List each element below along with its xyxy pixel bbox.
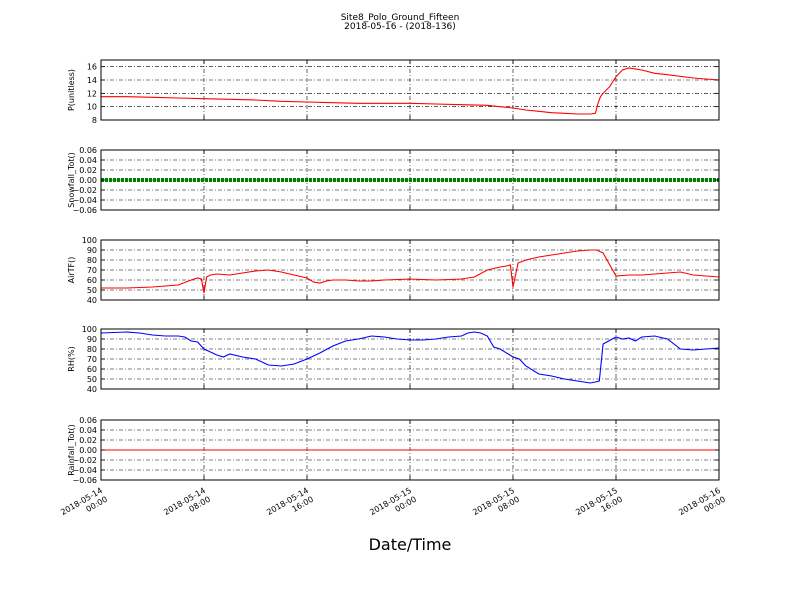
- panel-5-ylabel: Rainfall_Tot(): [67, 424, 76, 476]
- x-tick-label-2: 2018-05-1416:00: [265, 486, 315, 526]
- panel-5-ytick-label-5: 0.04: [79, 426, 97, 435]
- panel-1-ytick-label-0: 8: [92, 116, 97, 125]
- panel-2-ytick-label-1: −0.04: [72, 196, 97, 205]
- panel-3-ytick-label-6: 100: [82, 236, 97, 245]
- panel-2-ytick-label-2: −0.02: [72, 186, 97, 195]
- panel-4-ytick-label-0: 40: [87, 385, 97, 394]
- panel-5-ytick-label-6: 0.06: [79, 416, 97, 425]
- panel-1: 8 10 12 14 16 P(unitless): [67, 59, 720, 125]
- chart-subtitle: 2018-05-16 - (2018-136): [344, 22, 456, 32]
- panel-4-ytick-label-6: 100: [82, 325, 97, 334]
- panel-4-ytick-label-1: 50: [87, 375, 97, 384]
- panel-4-ytick-label-2: 60: [87, 365, 97, 374]
- panel-5-ytick-label-3: 0.00: [79, 446, 97, 455]
- panel-3-ytick-label-1: 50: [87, 286, 97, 295]
- x-tick-label-3: 2018-05-1500:00: [368, 486, 418, 526]
- panel-2-ylabel: Snowfall_Tot(): [67, 152, 76, 208]
- panel-1-ylabel: P(unitless): [67, 69, 76, 111]
- panel-4-series: [100, 331, 720, 384]
- x-tick-label-5: 2018-05-1516:00: [574, 486, 624, 526]
- panel-1-ytick-label-2: 12: [87, 89, 97, 98]
- panel-2-ytick-label-4: 0.02: [79, 166, 97, 175]
- panel-3-ytick-label-5: 90: [87, 246, 97, 255]
- panel-1-ytick-label-1: 10: [87, 103, 97, 112]
- panel-5-ytick-label-0: −0.06: [72, 476, 97, 485]
- panel-2-ytick-label-6: 0.06: [79, 146, 97, 155]
- panel-3-ylabel: AirTF(): [67, 257, 76, 284]
- panel-3-ytick-label-0: 40: [87, 296, 97, 305]
- x-tick-label-1: 2018-05-1408:00: [162, 486, 212, 526]
- panel-3-series: [101, 249, 720, 294]
- panel-4-ytick-label-5: 90: [87, 335, 97, 344]
- panel-5-ytick-label-1: −0.04: [72, 466, 97, 475]
- panel-1-ytick-label-3: 14: [87, 76, 97, 85]
- x-tick-labels: 2018-05-1400:00 2018-05-1408:00 2018-05-14…: [59, 486, 727, 526]
- panel-4-ytick-label-4: 80: [87, 345, 97, 354]
- panel-4-ytick-label-3: 70: [87, 355, 97, 364]
- panel-5: −0.06−0.04−0.020.000.020.040.06Rainfall_…: [67, 416, 720, 485]
- chart-title: Site8_Polo_Ground_Fifteen: [341, 13, 460, 23]
- x-tick-label-0: 2018-05-1400:00: [59, 486, 109, 526]
- panel-1-ytick-label-4: 16: [87, 63, 97, 72]
- panel-2-ytick-label-0: −0.06: [72, 206, 97, 215]
- panel-4-ylabel: RH(%): [67, 346, 76, 371]
- x-axis-label: Date/Time: [369, 535, 452, 554]
- panels-layer: 810121416P(unitless)−0.06−0.04−0.020.000…: [67, 59, 720, 485]
- panel-3-ytick-label-4: 80: [87, 256, 97, 265]
- panel-3-ytick-label-3: 70: [87, 266, 97, 275]
- panel-2: −0.06−0.04−0.020.000.020.040.06Snowfall_…: [67, 146, 720, 215]
- panel-1-series: [101, 67, 720, 115]
- x-tick-label-6: 2018-05-1600:00: [677, 486, 727, 526]
- panel-5-ytick-label-4: 0.02: [79, 436, 97, 445]
- panel-3-ytick-label-2: 60: [87, 276, 97, 285]
- panel-2-ytick-label-3: 0.00: [79, 176, 97, 185]
- panel-2-ytick-label-5: 0.04: [79, 156, 97, 165]
- panel-5-ytick-label-2: −0.02: [72, 456, 97, 465]
- x-tick-label-4: 2018-05-1508:00: [471, 486, 521, 526]
